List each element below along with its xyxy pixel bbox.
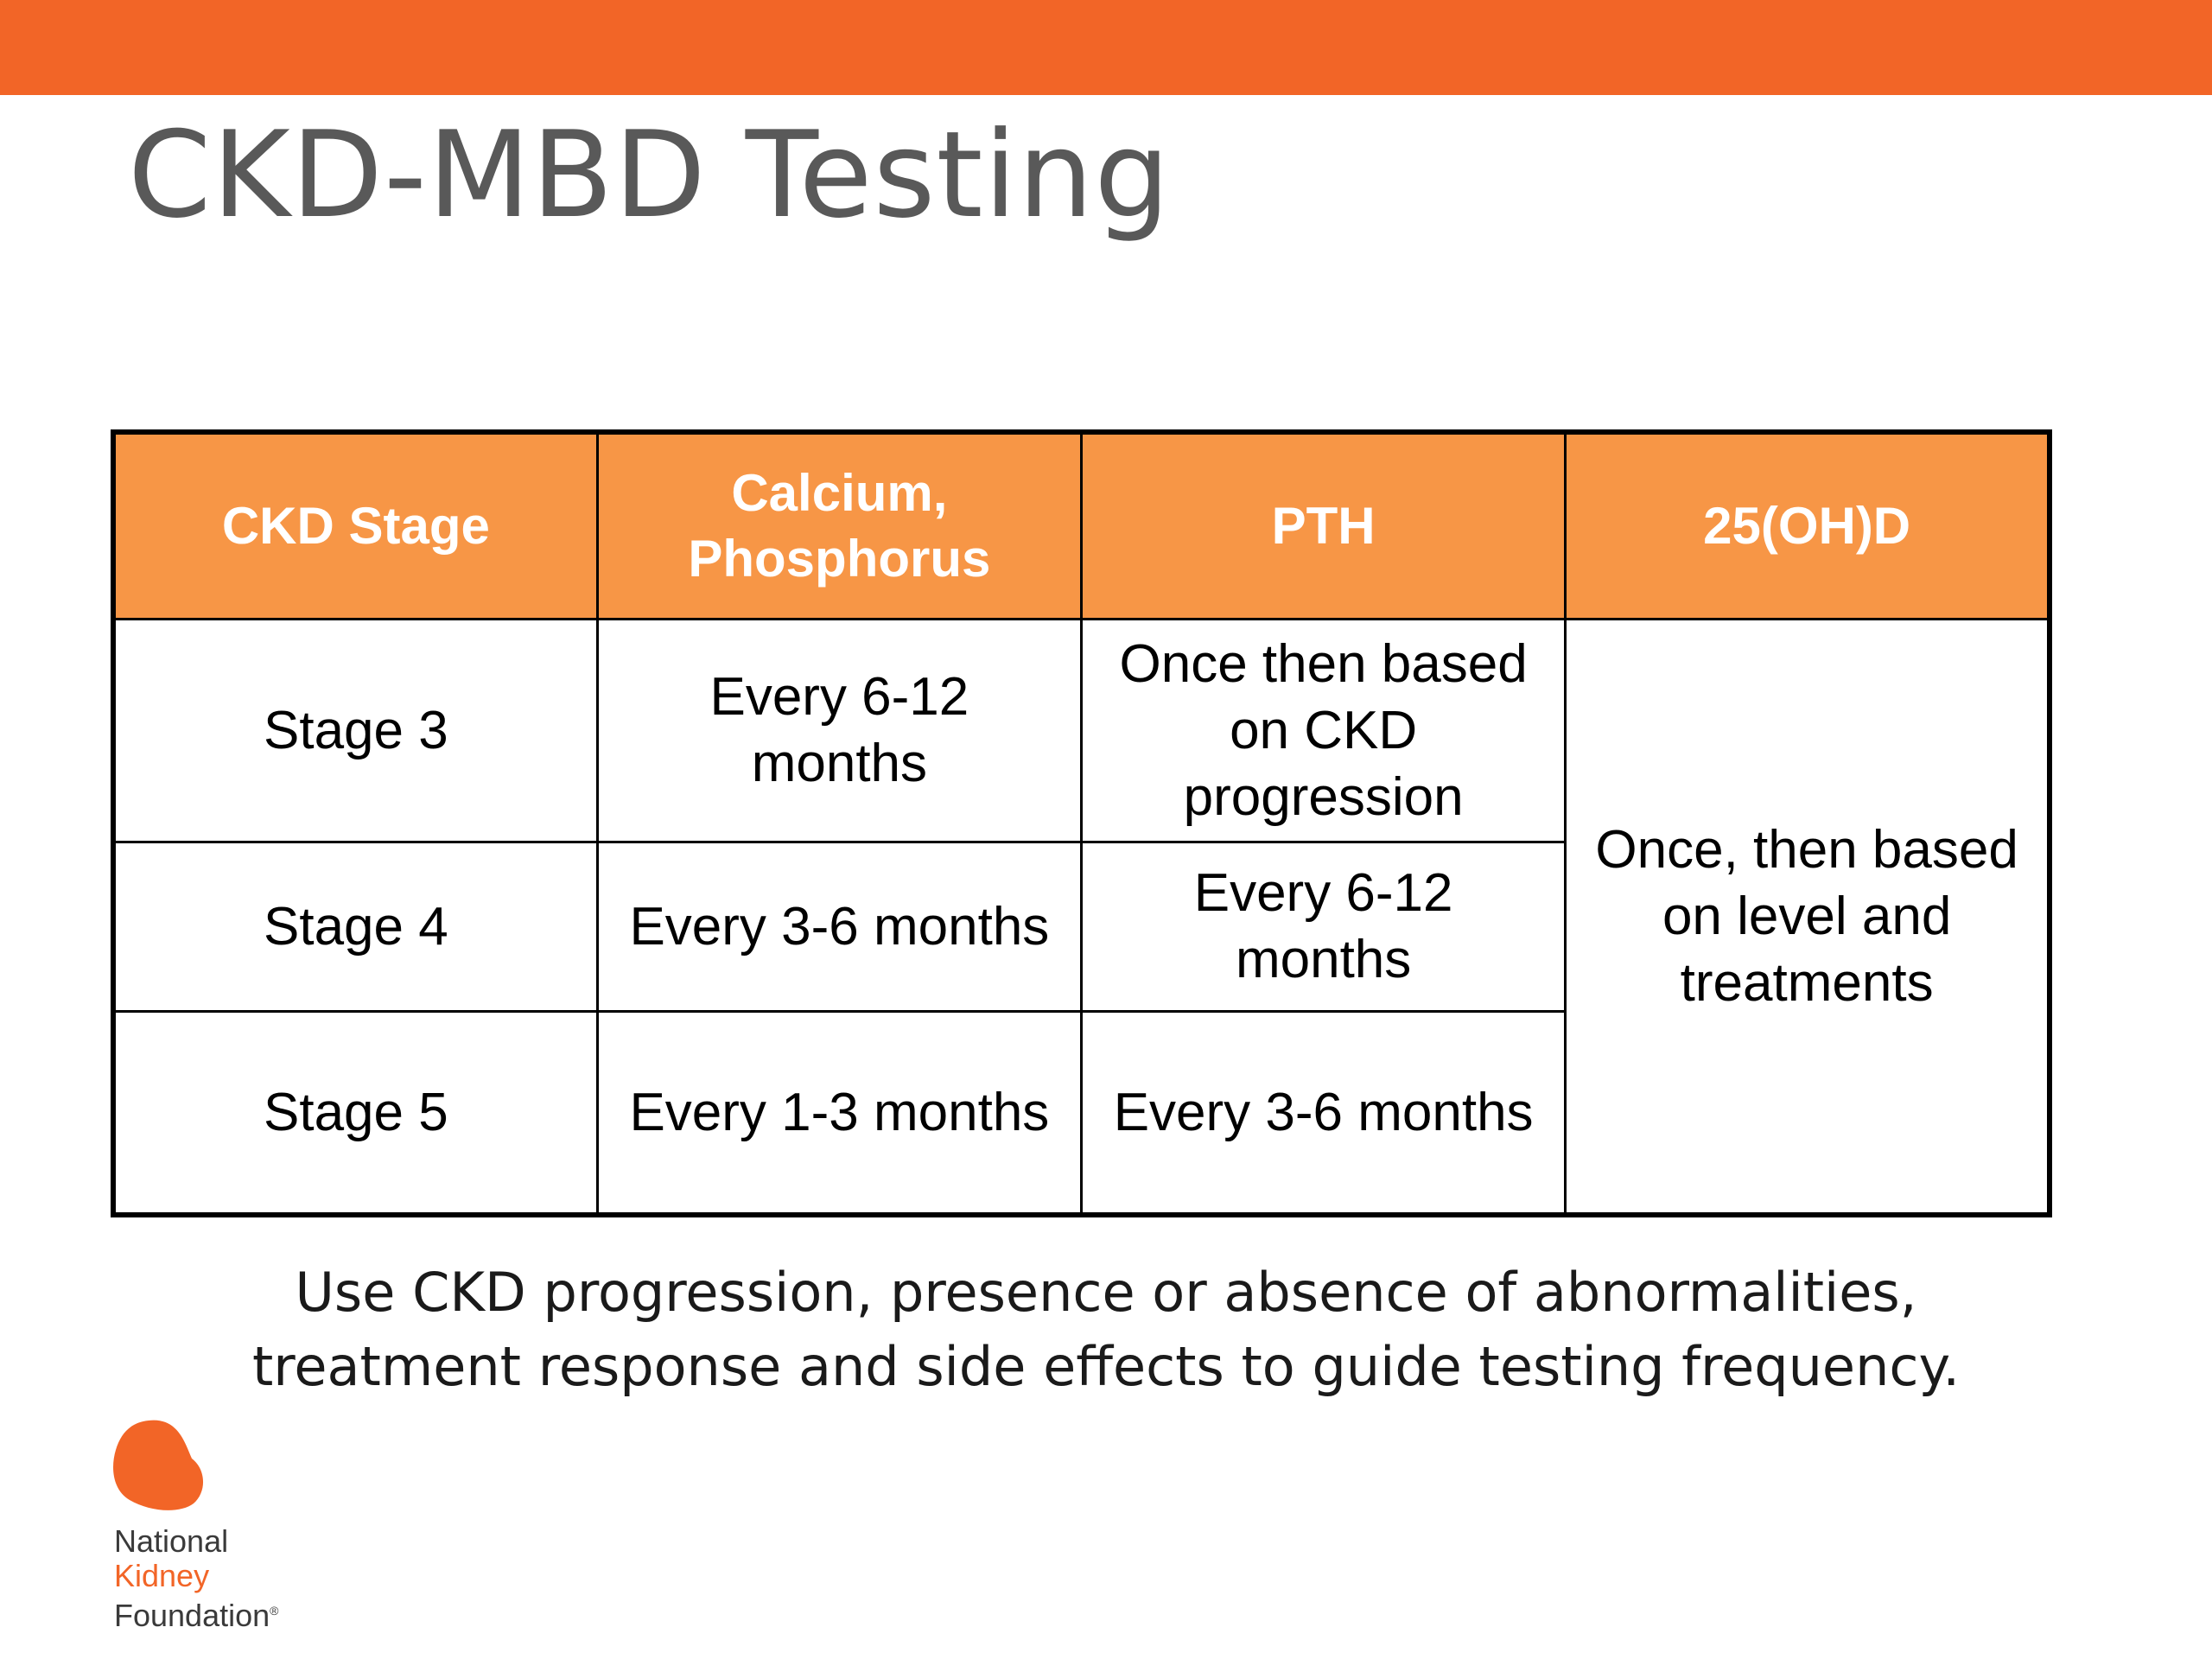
logo-line-foundation: Foundation® [114,1593,278,1633]
table-header-row: CKD Stage Calcium, Phosphorus PTH 25(OH)… [111,430,2051,620]
stage-cell: Stage 5 [111,1009,599,1217]
logo-line-kidney: Kidney [114,1558,210,1593]
table-row: Stage 4 Every 3-6 months Every 6-12 mont… [111,840,2050,1013]
pth-cell: Every 3-6 months [1079,1009,1567,1217]
logo-line-national: National [114,1523,229,1559]
top-accent-bar [0,0,2212,95]
calcium-phosphorus-cell: Every 6-12 months [595,617,1084,843]
calcium-phosphorus-cell: Every 3-6 months [595,840,1084,1013]
kidney-icon [113,1420,204,1510]
stage-cell: Stage 3 [111,617,599,843]
table-row: Stage 5 Every 1-3 months Every 3-6 month… [111,1009,2050,1217]
guidance-note-line2: treatment response and side effects to g… [251,1335,1961,1398]
slide-title: CKD-MBD Testing [128,105,1171,245]
header-calcium-phosphorus: Calcium, Phosphorus [595,430,1084,620]
logo-foundation-word: Foundation [114,1598,270,1633]
guidance-note: Use CKD progression, presence or absence… [0,1255,2212,1404]
pth-cell: Every 6-12 months [1079,840,1567,1013]
calcium-phosphorus-cell: Every 1-3 months [595,1009,1084,1217]
nkf-logo: National Kidney Foundation® [111,1417,283,1633]
guidance-note-line1: Use CKD progression, presence or absence… [295,1261,1917,1324]
table-row: Stage 3 Every 6-12 months Once then base… [111,617,2051,1217]
testing-frequency-table: CKD Stage Calcium, Phosphorus PTH 25(OH)… [111,429,2052,1217]
registered-mark: ® [270,1604,279,1618]
stage-cell: Stage 4 [111,840,599,1013]
vitamin-d-cell: Once, then based on level and treatments [1564,617,2051,1217]
header-pth: PTH [1079,430,1567,620]
pth-cell: Once then based on CKD progression [1079,617,1567,843]
logo-wordmark: National Kidney Foundation® [114,1524,278,1633]
header-ckd-stage: CKD Stage [111,430,599,620]
header-25ohd: 25(OH)D [1564,430,2051,620]
